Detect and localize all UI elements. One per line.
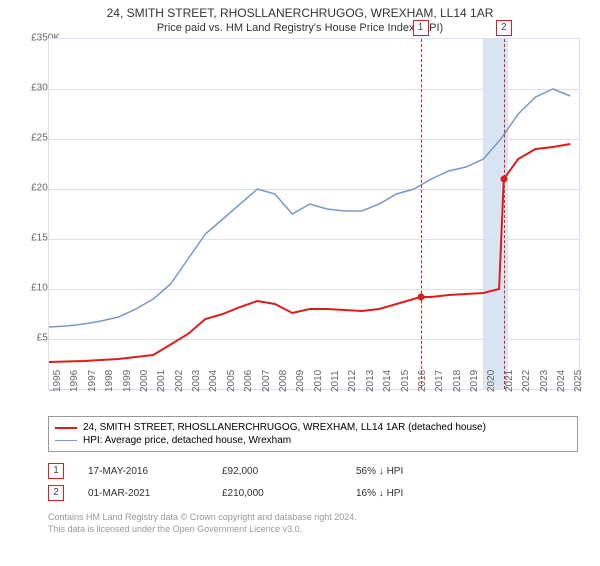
attribution-line: Contains HM Land Registry data © Crown c… bbox=[48, 512, 578, 524]
chart-title: 24, SMITH STREET, RHOSLLANERCHRUGOG, WRE… bbox=[0, 6, 600, 20]
x-axis-label: 2023 bbox=[539, 370, 550, 392]
legend: 24, SMITH STREET, RHOSLLANERCHRUGOG, WRE… bbox=[48, 416, 578, 452]
x-axis-label: 2009 bbox=[295, 370, 306, 392]
x-axis-label: 2015 bbox=[400, 370, 411, 392]
transaction-marker-line bbox=[421, 39, 423, 389]
x-axis-label: 2002 bbox=[174, 370, 185, 392]
x-axis-label: 2012 bbox=[347, 370, 358, 392]
x-axis-label: 2018 bbox=[452, 370, 463, 392]
transaction-marker-box: 2 bbox=[496, 20, 512, 36]
transaction-marker-line bbox=[504, 39, 506, 389]
x-axis-label: 2004 bbox=[208, 370, 219, 392]
transaction-vs_hpi: 56% ↓ HPI bbox=[356, 466, 466, 477]
transaction-date: 01-MAR-2021 bbox=[88, 488, 198, 499]
x-axis-label: 2013 bbox=[365, 370, 376, 392]
x-axis-label: 1999 bbox=[122, 370, 133, 392]
legend-swatch bbox=[55, 440, 77, 442]
x-axis-label: 2022 bbox=[521, 370, 532, 392]
x-axis-label: 1997 bbox=[87, 370, 98, 392]
transaction-dot bbox=[417, 294, 424, 301]
attribution-line: This data is licensed under the Open Gov… bbox=[48, 524, 578, 536]
chart-area: £0£50K£100K£150K£200K£250K£300K£350K 199… bbox=[34, 38, 594, 408]
x-axis-label: 2020 bbox=[486, 370, 497, 392]
legend-row: HPI: Average price, detached house, Wrex… bbox=[55, 434, 571, 447]
transaction-dot bbox=[500, 176, 507, 183]
transaction-id-box: 2 bbox=[48, 485, 64, 501]
transaction-date: 17-MAY-2016 bbox=[88, 466, 198, 477]
x-axis-label: 2008 bbox=[278, 370, 289, 392]
x-axis-label: 2006 bbox=[243, 370, 254, 392]
x-axis-label: 2011 bbox=[330, 370, 341, 392]
legend-label: 24, SMITH STREET, RHOSLLANERCHRUGOG, WRE… bbox=[83, 422, 486, 433]
transaction-price: £210,000 bbox=[222, 488, 332, 499]
transaction-price: £92,000 bbox=[222, 466, 332, 477]
x-axis-label: 2017 bbox=[434, 370, 445, 392]
x-axis-label: 2025 bbox=[573, 370, 584, 392]
x-axis-label: 2003 bbox=[191, 370, 202, 392]
attribution: Contains HM Land Registry data © Crown c… bbox=[48, 512, 578, 535]
transaction-vs_hpi: 16% ↓ HPI bbox=[356, 488, 466, 499]
transaction-row: 2 01-MAR-2021 £210,000 16% ↓ HPI bbox=[48, 482, 578, 504]
legend-label: HPI: Average price, detached house, Wrex… bbox=[83, 435, 291, 446]
x-axis-label: 2007 bbox=[261, 370, 272, 392]
x-axis-label: 2014 bbox=[382, 370, 393, 392]
plot bbox=[48, 38, 580, 390]
x-axis-label: 2019 bbox=[469, 370, 480, 392]
x-axis-label: 1995 bbox=[52, 370, 63, 392]
series-property bbox=[49, 144, 570, 362]
x-axis-label: 2016 bbox=[417, 370, 428, 392]
transaction-id-box: 1 bbox=[48, 463, 64, 479]
x-axis-label: 2000 bbox=[139, 370, 150, 392]
transactions-table: 1 17-MAY-2016 £92,000 56% ↓ HPI 2 01-MAR-2021… bbox=[48, 460, 578, 504]
x-axis-label: 2021 bbox=[504, 370, 515, 392]
x-axis-label: 2010 bbox=[313, 370, 324, 392]
x-axis-label: 2024 bbox=[556, 370, 567, 392]
x-axis-label: 1996 bbox=[69, 370, 80, 392]
x-axis-label: 1998 bbox=[104, 370, 115, 392]
legend-swatch bbox=[55, 427, 77, 429]
transaction-marker-box: 1 bbox=[413, 20, 429, 36]
legend-row: 24, SMITH STREET, RHOSLLANERCHRUGOG, WRE… bbox=[55, 421, 571, 434]
transaction-row: 1 17-MAY-2016 £92,000 56% ↓ HPI bbox=[48, 460, 578, 482]
x-axis-label: 2001 bbox=[156, 370, 167, 392]
x-axis-label: 2005 bbox=[226, 370, 237, 392]
chart-svg bbox=[49, 39, 579, 389]
